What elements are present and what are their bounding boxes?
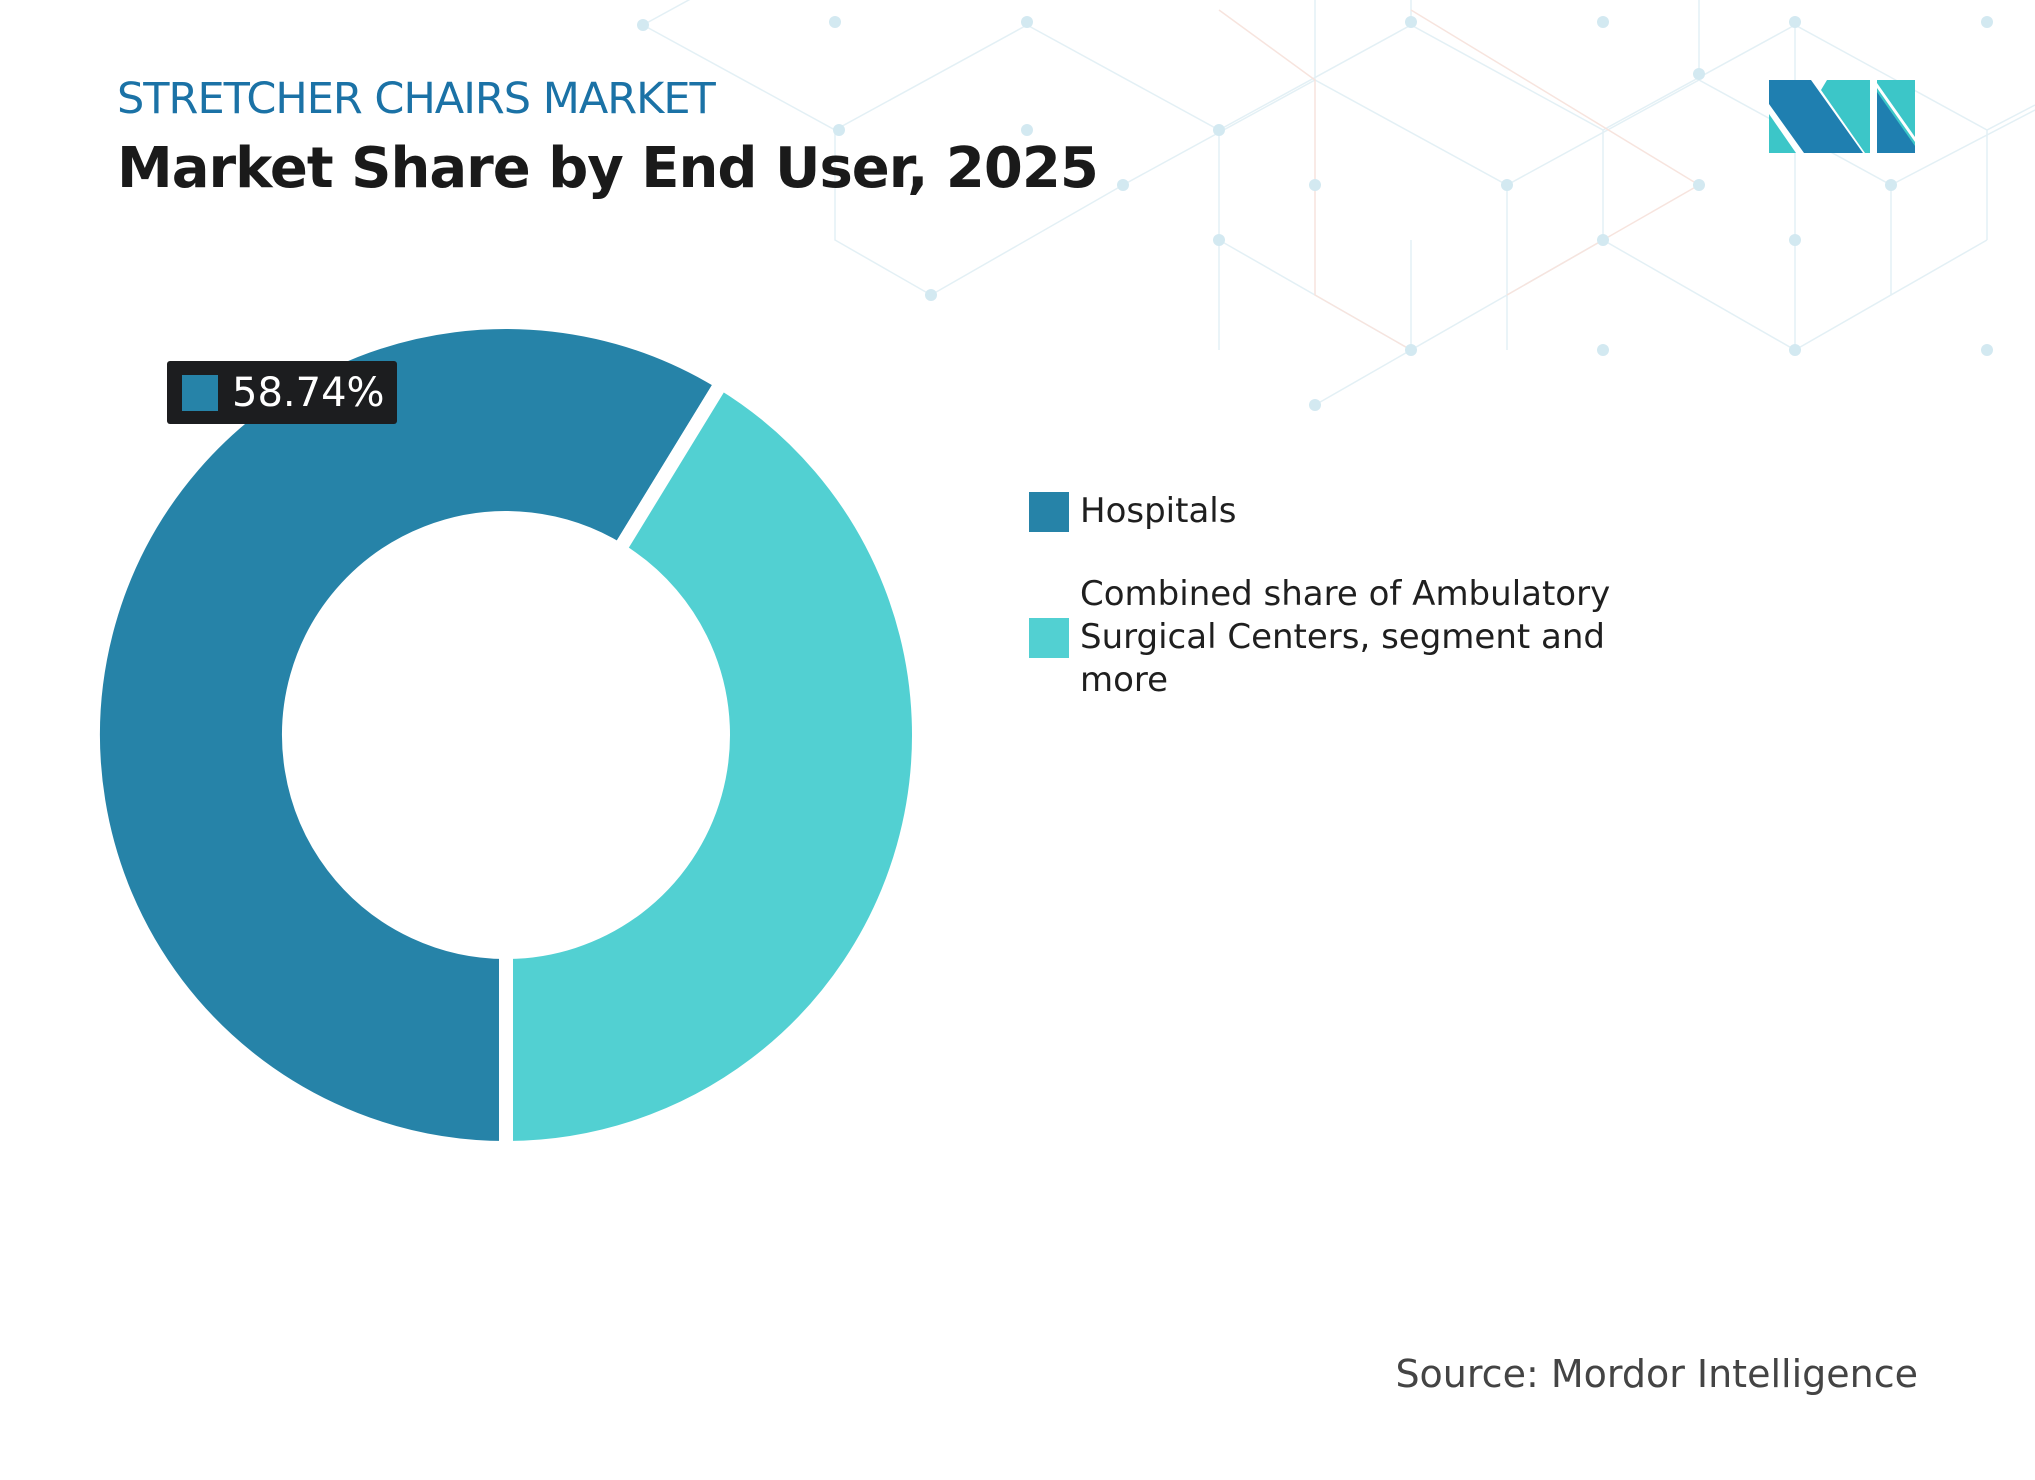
legend-label: Combined share of Ambulatory Surgical Ce… [1080,574,1611,700]
donut-slice-hospitals [86,315,732,1156]
mordor-intelligence-logo [1769,80,1915,153]
chart-title: Market Share by End User, 2025 [117,136,1099,201]
legend-item-hospitals: Hospitals [1029,490,1669,533]
legend-swatch [1029,491,1069,532]
data-label-swatch [182,374,218,411]
data-label-text: 58.74% [232,369,385,416]
source-note: Source: Mordor Intelligence [1395,1352,1918,1396]
chart-subtitle: STRETCHER CHAIRS MARKET [117,74,716,124]
legend-swatch [1029,617,1069,658]
legend-item-others: Combined share of Ambulatory Surgical Ce… [1029,573,1669,702]
data-label-hospitals: 58.74% [167,361,397,424]
legend-label: Hospitals [1080,491,1237,531]
donut-slice-others [499,373,926,1156]
legend: Hospitals Combined share of Ambulatory S… [1029,490,1669,742]
